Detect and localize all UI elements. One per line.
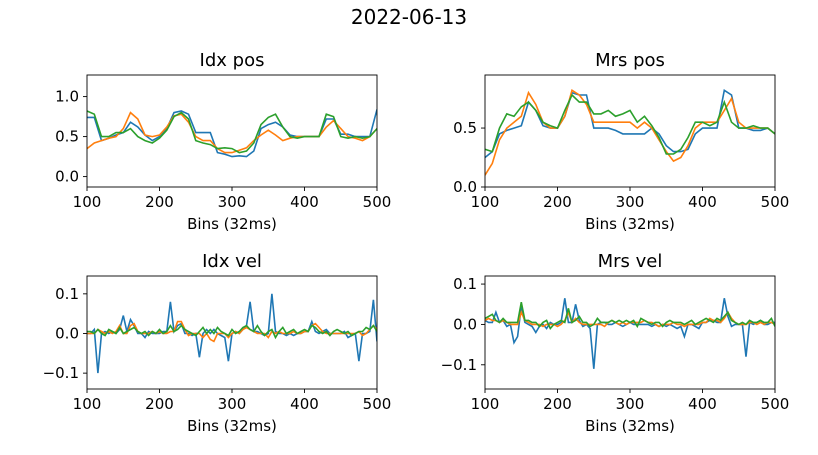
- x-tick-label: 200: [543, 395, 572, 413]
- y-tick-label: −0.1: [441, 356, 477, 374]
- series-line-3: [485, 302, 775, 330]
- x-axis-label: Bins (32ms): [585, 417, 675, 435]
- x-tick-label: 100: [73, 395, 102, 413]
- series-line-1: [485, 298, 775, 369]
- figure-title: 2022-06-13: [350, 5, 468, 29]
- x-tick-label: 500: [363, 193, 392, 211]
- x-tick-label: 200: [543, 193, 572, 211]
- subplot-title: Mrs vel: [598, 251, 663, 272]
- subplot-idx-vel: 100 200 300 400 500 −0.1 0.0 0.1 Idx vel Bins (32…: [43, 251, 392, 435]
- y-tick-label: 0.5: [453, 119, 477, 137]
- series-line-3: [485, 93, 775, 155]
- x-tick-label: 300: [218, 193, 247, 211]
- x-tick-label: 100: [73, 193, 102, 211]
- x-tick-label: 200: [145, 395, 174, 413]
- x-tick-label: 400: [290, 193, 319, 211]
- x-axis-label: Bins (32ms): [187, 215, 277, 233]
- subplot-mrs-pos: 100 200 300 400 500 0.0 0.5 Mrs pos Bins (32ms): [453, 50, 789, 233]
- series-line-3: [87, 110, 377, 154]
- subplot-mrs-vel: 100 200 300 400 500 −0.1 0.0 0.1 Mrs vel Bins (32…: [441, 251, 790, 435]
- y-tick-label: 0.0: [55, 324, 79, 342]
- subplot-idx-pos: 100 200 300 400 500 0.0 0.5 1.0 Idx pos Bins (32m…: [55, 50, 391, 233]
- x-tick-label: 500: [761, 395, 790, 413]
- y-tick-label: 0.1: [55, 285, 79, 303]
- y-tick-label: 1.0: [55, 88, 79, 106]
- x-tick-label: 100: [471, 193, 500, 211]
- x-tick-label: 100: [471, 395, 500, 413]
- x-axis-label: Bins (32ms): [187, 417, 277, 435]
- x-axis-label: Bins (32ms): [585, 215, 675, 233]
- series-line-1: [87, 109, 377, 158]
- axes-frame: [484, 275, 776, 390]
- series-line-3: [87, 324, 377, 340]
- x-tick-label: 300: [616, 193, 645, 211]
- x-tick-label: 200: [145, 193, 174, 211]
- subplot-title: Idx pos: [200, 50, 265, 71]
- x-tick-label: 300: [218, 395, 247, 413]
- y-tick-label: 0.5: [55, 128, 79, 146]
- y-tick-label: 0.1: [453, 275, 477, 293]
- y-tick-label: 0.0: [453, 178, 477, 196]
- y-tick-label: 0.0: [55, 168, 79, 186]
- y-tick-label: 0.0: [453, 315, 477, 333]
- x-tick-label: 500: [761, 193, 790, 211]
- axes-frame: [86, 74, 378, 188]
- subplot-title: Idx vel: [202, 251, 262, 272]
- x-tick-label: 500: [363, 395, 392, 413]
- subplot-title: Mrs pos: [595, 50, 665, 71]
- x-tick-label: 400: [688, 395, 717, 413]
- x-tick-label: 400: [290, 395, 319, 413]
- x-tick-label: 400: [688, 193, 717, 211]
- y-tick-label: −0.1: [43, 364, 79, 382]
- series-line-2: [87, 111, 377, 154]
- x-tick-label: 300: [616, 395, 645, 413]
